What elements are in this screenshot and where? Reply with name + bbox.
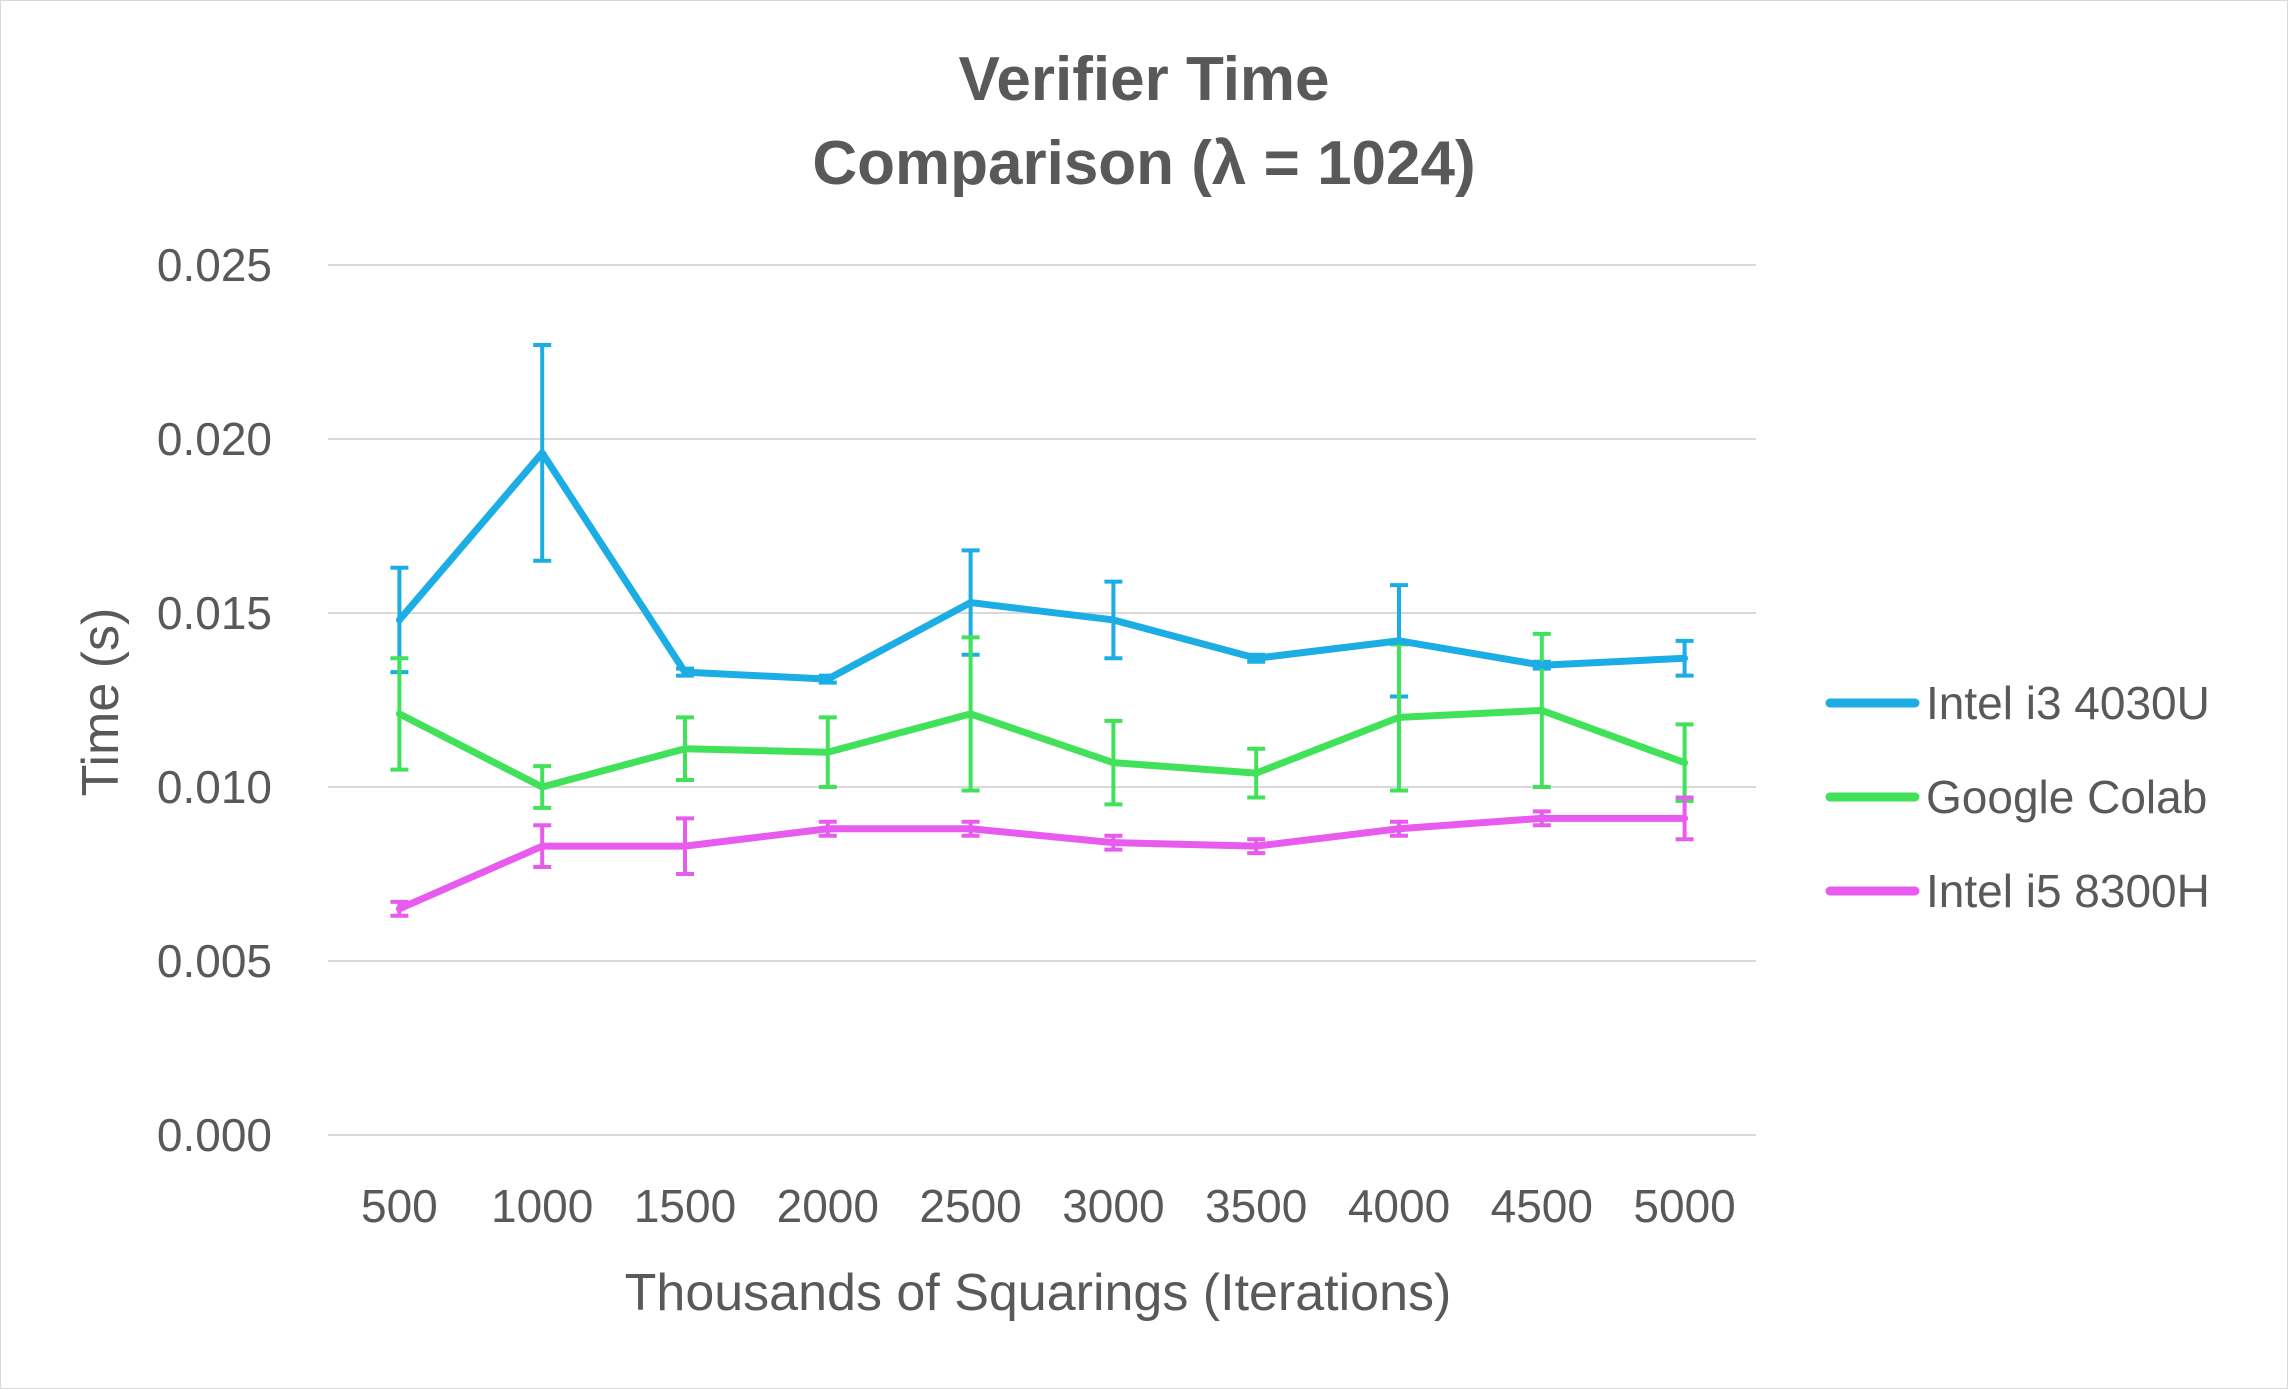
series-line-intel-i5-8300h	[395, 814, 1689, 913]
chart-title: Verifier Time Comparison (λ = 1024)	[0, 38, 2288, 206]
y-tick-label: 0.010	[157, 761, 272, 813]
series-line-google-colab	[395, 706, 1689, 791]
x-tick-label: 500	[361, 1180, 438, 1232]
x-tick-label: 3500	[1205, 1180, 1307, 1232]
x-tick-label: 2500	[919, 1180, 1021, 1232]
y-tick-label: 0.020	[157, 413, 272, 465]
x-tick-label: 3000	[1062, 1180, 1164, 1232]
chart-title-line-2: Comparison (λ = 1024)	[812, 129, 1476, 198]
y-tick-label: 0.005	[157, 935, 272, 987]
x-tick-label: 2000	[777, 1180, 879, 1232]
y-tick-label: 0.015	[157, 587, 272, 639]
y-tick-label: 0.025	[157, 239, 272, 291]
legend: Intel i3 4030U Google Colab Intel i5 8300H	[1825, 677, 2210, 917]
x-tick-label: 1000	[491, 1180, 593, 1232]
chart-title-line-1: Verifier Time	[958, 45, 1330, 114]
error-bars	[390, 343, 1694, 918]
x-tick-label: 4500	[1491, 1180, 1593, 1232]
x-tick-label: 4000	[1348, 1180, 1450, 1232]
series-line-intel-i3-4030u	[395, 449, 1689, 683]
x-tick-label: 5000	[1633, 1180, 1735, 1232]
y-tick-label: 0.000	[157, 1109, 272, 1161]
y-axis-title: Time (s)	[72, 608, 130, 797]
legend-label-google-colab: Google Colab	[1926, 771, 2207, 823]
legend-label-intel-i5-8300h: Intel i5 8300H	[1926, 865, 2210, 917]
y-tick-labels: 0.000 0.005 0.010 0.015 0.020 0.025	[157, 239, 272, 1161]
legend-label-intel-i3-4030u: Intel i3 4030U	[1926, 677, 2210, 729]
x-tick-label: 1500	[634, 1180, 736, 1232]
x-axis-title: Thousands of Squarings (Iterations)	[625, 1264, 1452, 1322]
series-lines	[395, 449, 1689, 913]
x-tick-labels: 500 1000 1500 2000 2500 3000 3500 4000 4500 5000	[361, 1180, 1736, 1232]
